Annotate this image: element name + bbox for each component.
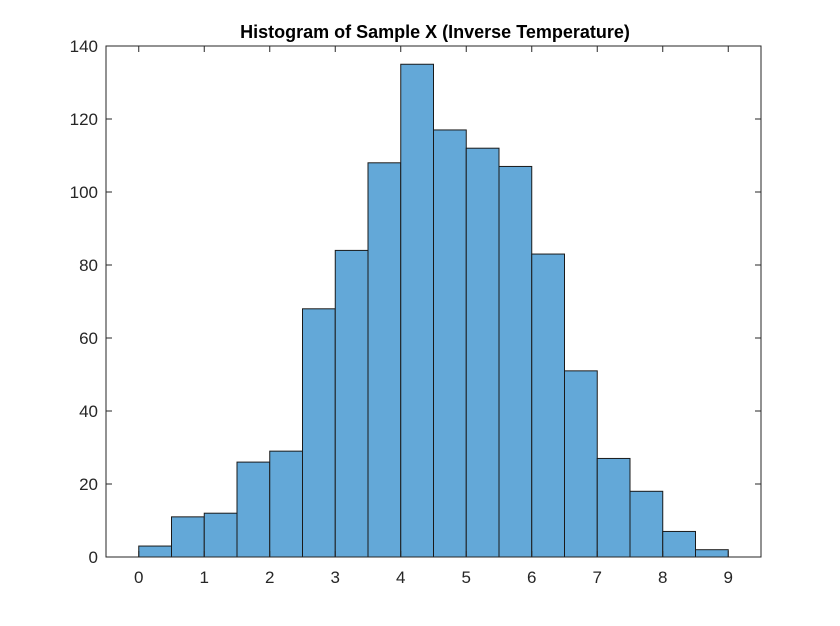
histogram-bar-14 xyxy=(596,457,631,558)
histogram-bar-10 xyxy=(465,147,500,558)
histogram-bar-13 xyxy=(564,370,598,558)
chart-title: Histogram of Sample X (Inverse Temperatu… xyxy=(240,22,630,42)
histogram-bar-7 xyxy=(367,162,402,558)
histogram-bar-1 xyxy=(171,516,205,558)
histogram-bar-17 xyxy=(695,549,729,558)
y-tick-label-4: 80 xyxy=(79,256,98,275)
histogram-bar-11 xyxy=(498,165,533,558)
x-axis: 0 1 2 3 4 5 6 7 8 9 xyxy=(134,46,733,587)
histogram-bar-12 xyxy=(531,253,565,558)
x-tick-label-5: 5 xyxy=(462,568,471,587)
histogram-bar-2 xyxy=(203,512,238,558)
x-tick-label-4: 4 xyxy=(396,568,405,587)
histogram-bar-6 xyxy=(334,249,369,558)
y-tick-label-5: 100 xyxy=(70,183,98,202)
histogram-bar-8 xyxy=(400,63,434,558)
y-tick-label-7: 140 xyxy=(70,37,98,56)
x-tick-label-3: 3 xyxy=(331,568,340,587)
plot-frame xyxy=(105,45,762,558)
y-tick-label-3: 60 xyxy=(79,329,98,348)
x-tick-label-9: 9 xyxy=(724,568,733,587)
x-tick-label-8: 8 xyxy=(658,568,667,587)
histogram-bar-5 xyxy=(302,308,336,558)
x-tick-label-0: 0 xyxy=(134,568,143,587)
x-tick-label-1: 1 xyxy=(200,568,209,587)
histogram-bar-4 xyxy=(269,450,303,558)
y-axis: 0 20 40 60 80 100 120 140 xyxy=(70,37,761,567)
x-tick-label-2: 2 xyxy=(265,568,274,587)
histogram-bar-15 xyxy=(629,490,664,558)
y-tick-label-6: 120 xyxy=(70,110,98,129)
y-tick-label-2: 40 xyxy=(79,402,98,421)
x-tick-label-7: 7 xyxy=(593,568,602,587)
histogram-bar-0 xyxy=(138,545,172,558)
histogram-bar-3 xyxy=(236,461,271,558)
y-tick-label-1: 20 xyxy=(79,475,98,494)
y-tick-label-0: 0 xyxy=(89,548,98,567)
histogram-bar-16 xyxy=(662,530,696,558)
bars-layer xyxy=(138,63,729,558)
x-tick-label-6: 6 xyxy=(527,568,536,587)
histogram-bar-9 xyxy=(433,129,467,558)
